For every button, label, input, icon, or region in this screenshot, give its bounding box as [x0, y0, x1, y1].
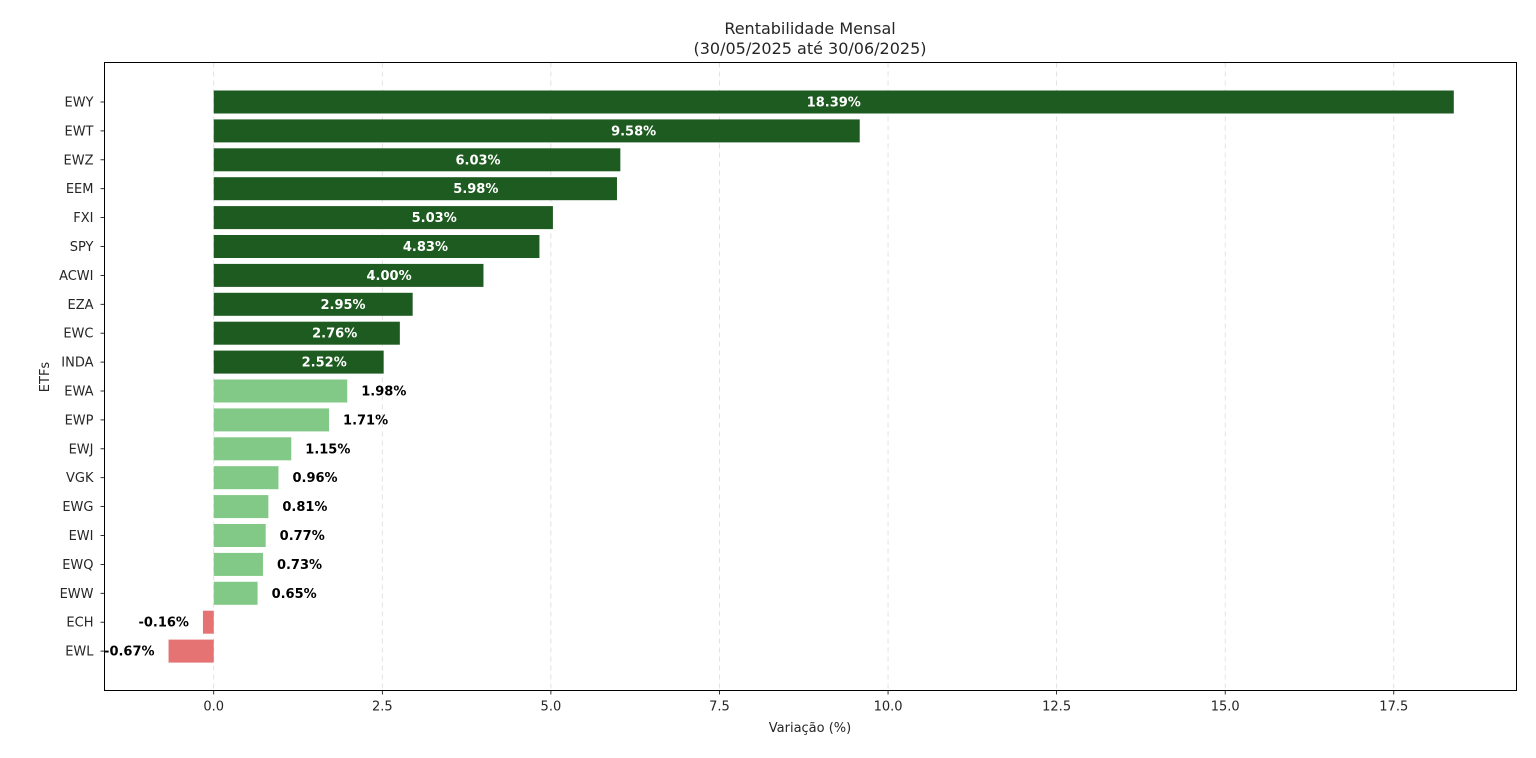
- data-label: 2.95%: [320, 298, 365, 313]
- y-tick-label: EWQ: [62, 558, 93, 573]
- y-tick-label: EWY: [64, 96, 93, 111]
- y-tick-label: EWP: [65, 413, 94, 428]
- data-label: 4.00%: [367, 269, 412, 284]
- bar-spy: [213, 235, 540, 258]
- y-tick-label: EZA: [67, 298, 93, 313]
- bar-inda: [213, 350, 384, 374]
- bar-eww: [213, 581, 258, 605]
- bar-ewl: [168, 639, 214, 663]
- y-tick-label: EWA: [64, 385, 93, 400]
- x-tick-label: 12.5: [1042, 700, 1071, 715]
- data-label: 0.77%: [280, 529, 325, 544]
- y-tick-label: FXI: [73, 211, 93, 226]
- bar-ewq: [213, 552, 263, 576]
- x-tick-label: 5.0: [541, 700, 562, 715]
- x-tick-label: 15.0: [1211, 700, 1240, 715]
- data-labels: 18.39% 9.58% 6.03% 5.98% 5.03% 4.83% 4.00%2.95…: [104, 96, 861, 660]
- bar-acwi: [213, 263, 484, 287]
- y-tick-label: EWC: [63, 327, 93, 342]
- data-label: 0.81%: [282, 500, 327, 515]
- data-label: -0.16%: [138, 616, 189, 631]
- chart-subtitle: (30/05/2025 até 30/06/2025): [693, 39, 926, 58]
- bar-fxi: [213, 206, 553, 230]
- bar-ewy: [213, 90, 1454, 114]
- y-tick-label: SPY: [70, 240, 94, 255]
- y-axis-label: ETFs: [38, 362, 53, 393]
- x-tick-label: 0.0: [203, 700, 224, 715]
- data-label: 2.76%: [312, 327, 357, 342]
- x-tick-label: 7.5: [709, 700, 730, 715]
- y-tick-label: ECH: [66, 616, 93, 631]
- data-label: 18.39%: [807, 96, 861, 111]
- bar-ech: [202, 610, 214, 634]
- bar-ewi: [213, 524, 266, 547]
- x-tick-label: 2.5: [372, 700, 393, 715]
- y-tick-label: EWG: [62, 500, 93, 515]
- bar-eza: [213, 292, 413, 316]
- y-tick-label: INDA: [61, 356, 93, 371]
- plot-frame: [104, 62, 1517, 691]
- y-tick-label: EWJ: [69, 442, 94, 457]
- y-tick-label: EWW: [60, 587, 94, 602]
- bar-ewt: [213, 119, 860, 143]
- data-label: 6.03%: [455, 153, 500, 168]
- y-tick-label: VGK: [66, 471, 94, 486]
- x-tick-label: 17.5: [1379, 700, 1408, 715]
- bar-ewg: [213, 495, 269, 519]
- data-label: 5.03%: [412, 211, 457, 226]
- bar-ewz: [213, 148, 621, 172]
- y-tick-label: EWL: [65, 645, 94, 660]
- bars: [168, 90, 1454, 663]
- bar-ewj: [213, 437, 292, 461]
- data-label: 4.83%: [403, 240, 448, 255]
- y-tick-label: EWT: [64, 124, 93, 139]
- y-tick-label: EWI: [69, 529, 94, 544]
- bar-ewa: [213, 379, 348, 403]
- bar-ewp: [213, 408, 330, 432]
- data-label: 1.15%: [305, 442, 350, 457]
- bar-ewc: [213, 321, 400, 345]
- data-label: 2.52%: [302, 356, 347, 371]
- bar-eem: [213, 177, 617, 201]
- x-axis-label: Variação (%): [769, 721, 851, 736]
- data-label: -0.67%: [104, 645, 155, 660]
- x-tick-label: 10.0: [874, 700, 903, 715]
- data-label: 0.65%: [272, 587, 317, 602]
- data-label: 5.98%: [453, 182, 498, 197]
- data-label: 1.71%: [343, 413, 388, 428]
- data-label: 9.58%: [611, 124, 656, 139]
- chart-title: Rentabilidade Mensal: [724, 19, 895, 38]
- y-tick-label: EWZ: [64, 153, 94, 168]
- y-axis-ticks: EWY EWT EWZ EEM FXI SPY ACWI EZA EWC INDA EWA EWP EW…: [59, 96, 105, 660]
- y-tick-label: EEM: [66, 182, 94, 197]
- y-tick-label: ACWI: [59, 269, 93, 284]
- bar-vgk: [213, 466, 279, 490]
- data-label: 0.96%: [292, 471, 337, 486]
- data-label: 0.73%: [277, 558, 322, 573]
- data-label: 1.98%: [361, 385, 406, 400]
- x-axis-ticks: 0.0 2.5 5.0 7.5 10.0 12.5 15.0 17.5: [203, 690, 1408, 715]
